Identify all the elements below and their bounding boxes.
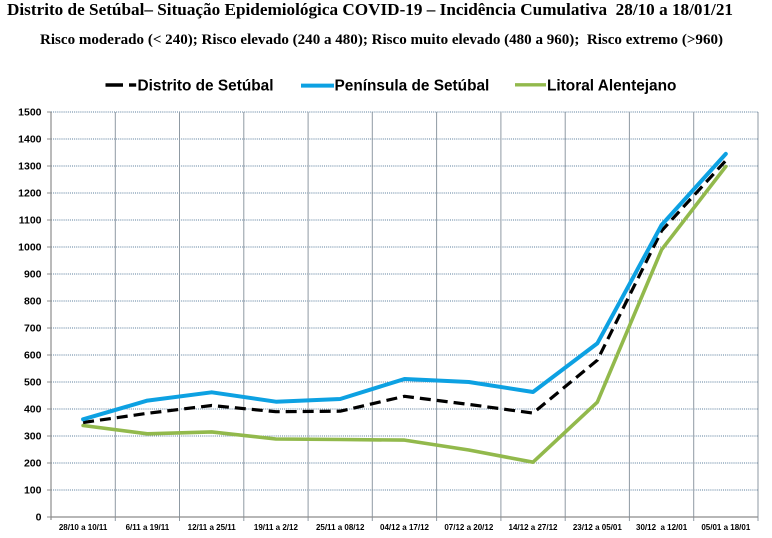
svg-text:1500: 1500 [18,107,42,119]
svg-text:Risco moderado (< 240); Risco: Risco moderado (< 240); Risco elevado (2… [40,32,723,48]
svg-text:200: 200 [24,458,42,470]
svg-text:12/11 a 25/11: 12/11 a 25/11 [188,523,237,532]
svg-text:800: 800 [24,296,42,308]
svg-text:700: 700 [24,323,42,335]
svg-text:300: 300 [24,431,42,443]
svg-text:1400: 1400 [18,134,42,146]
svg-text:6/11 a 19/11: 6/11 a 19/11 [126,523,170,532]
svg-text:900: 900 [24,269,42,281]
svg-text:0: 0 [36,512,42,524]
svg-text:Litoral Alentejano: Litoral Alentejano [547,77,676,94]
svg-text:1300: 1300 [18,161,42,173]
svg-text:1200: 1200 [18,188,42,200]
svg-text:23/12 a 05/01: 23/12 a 05/01 [573,523,622,532]
svg-text:25/11 a 08/12: 25/11 a 08/12 [316,523,365,532]
svg-text:1100: 1100 [19,215,42,227]
svg-text:100: 100 [24,485,42,497]
svg-text:500: 500 [24,377,42,389]
svg-text:400: 400 [24,404,42,416]
svg-text:19/11 a 2/12: 19/11 a 2/12 [254,523,299,532]
svg-text:28/10 a 10/11: 28/10 a 10/11 [59,523,108,532]
svg-text:14/12 a 27/12: 14/12 a 27/12 [509,523,558,532]
svg-text:1000: 1000 [18,242,42,254]
svg-text:05/01 a 18/01: 05/01 a 18/01 [701,523,750,532]
svg-text:30/12 a 12/01: 30/12 a 12/01 [636,523,688,532]
svg-text:07/12 a 20/12: 07/12 a 20/12 [444,523,493,532]
svg-text:04/12 a 17/12: 04/12 a 17/12 [380,523,429,532]
svg-text:Península de Setúbal: Península de Setúbal [335,77,490,94]
svg-text:Distrito de Setúbal– Situação: Distrito de Setúbal– Situação Epidemioló… [7,0,733,19]
svg-text:Distrito de Setúbal: Distrito de Setúbal [138,77,274,94]
svg-text:600: 600 [24,350,42,362]
